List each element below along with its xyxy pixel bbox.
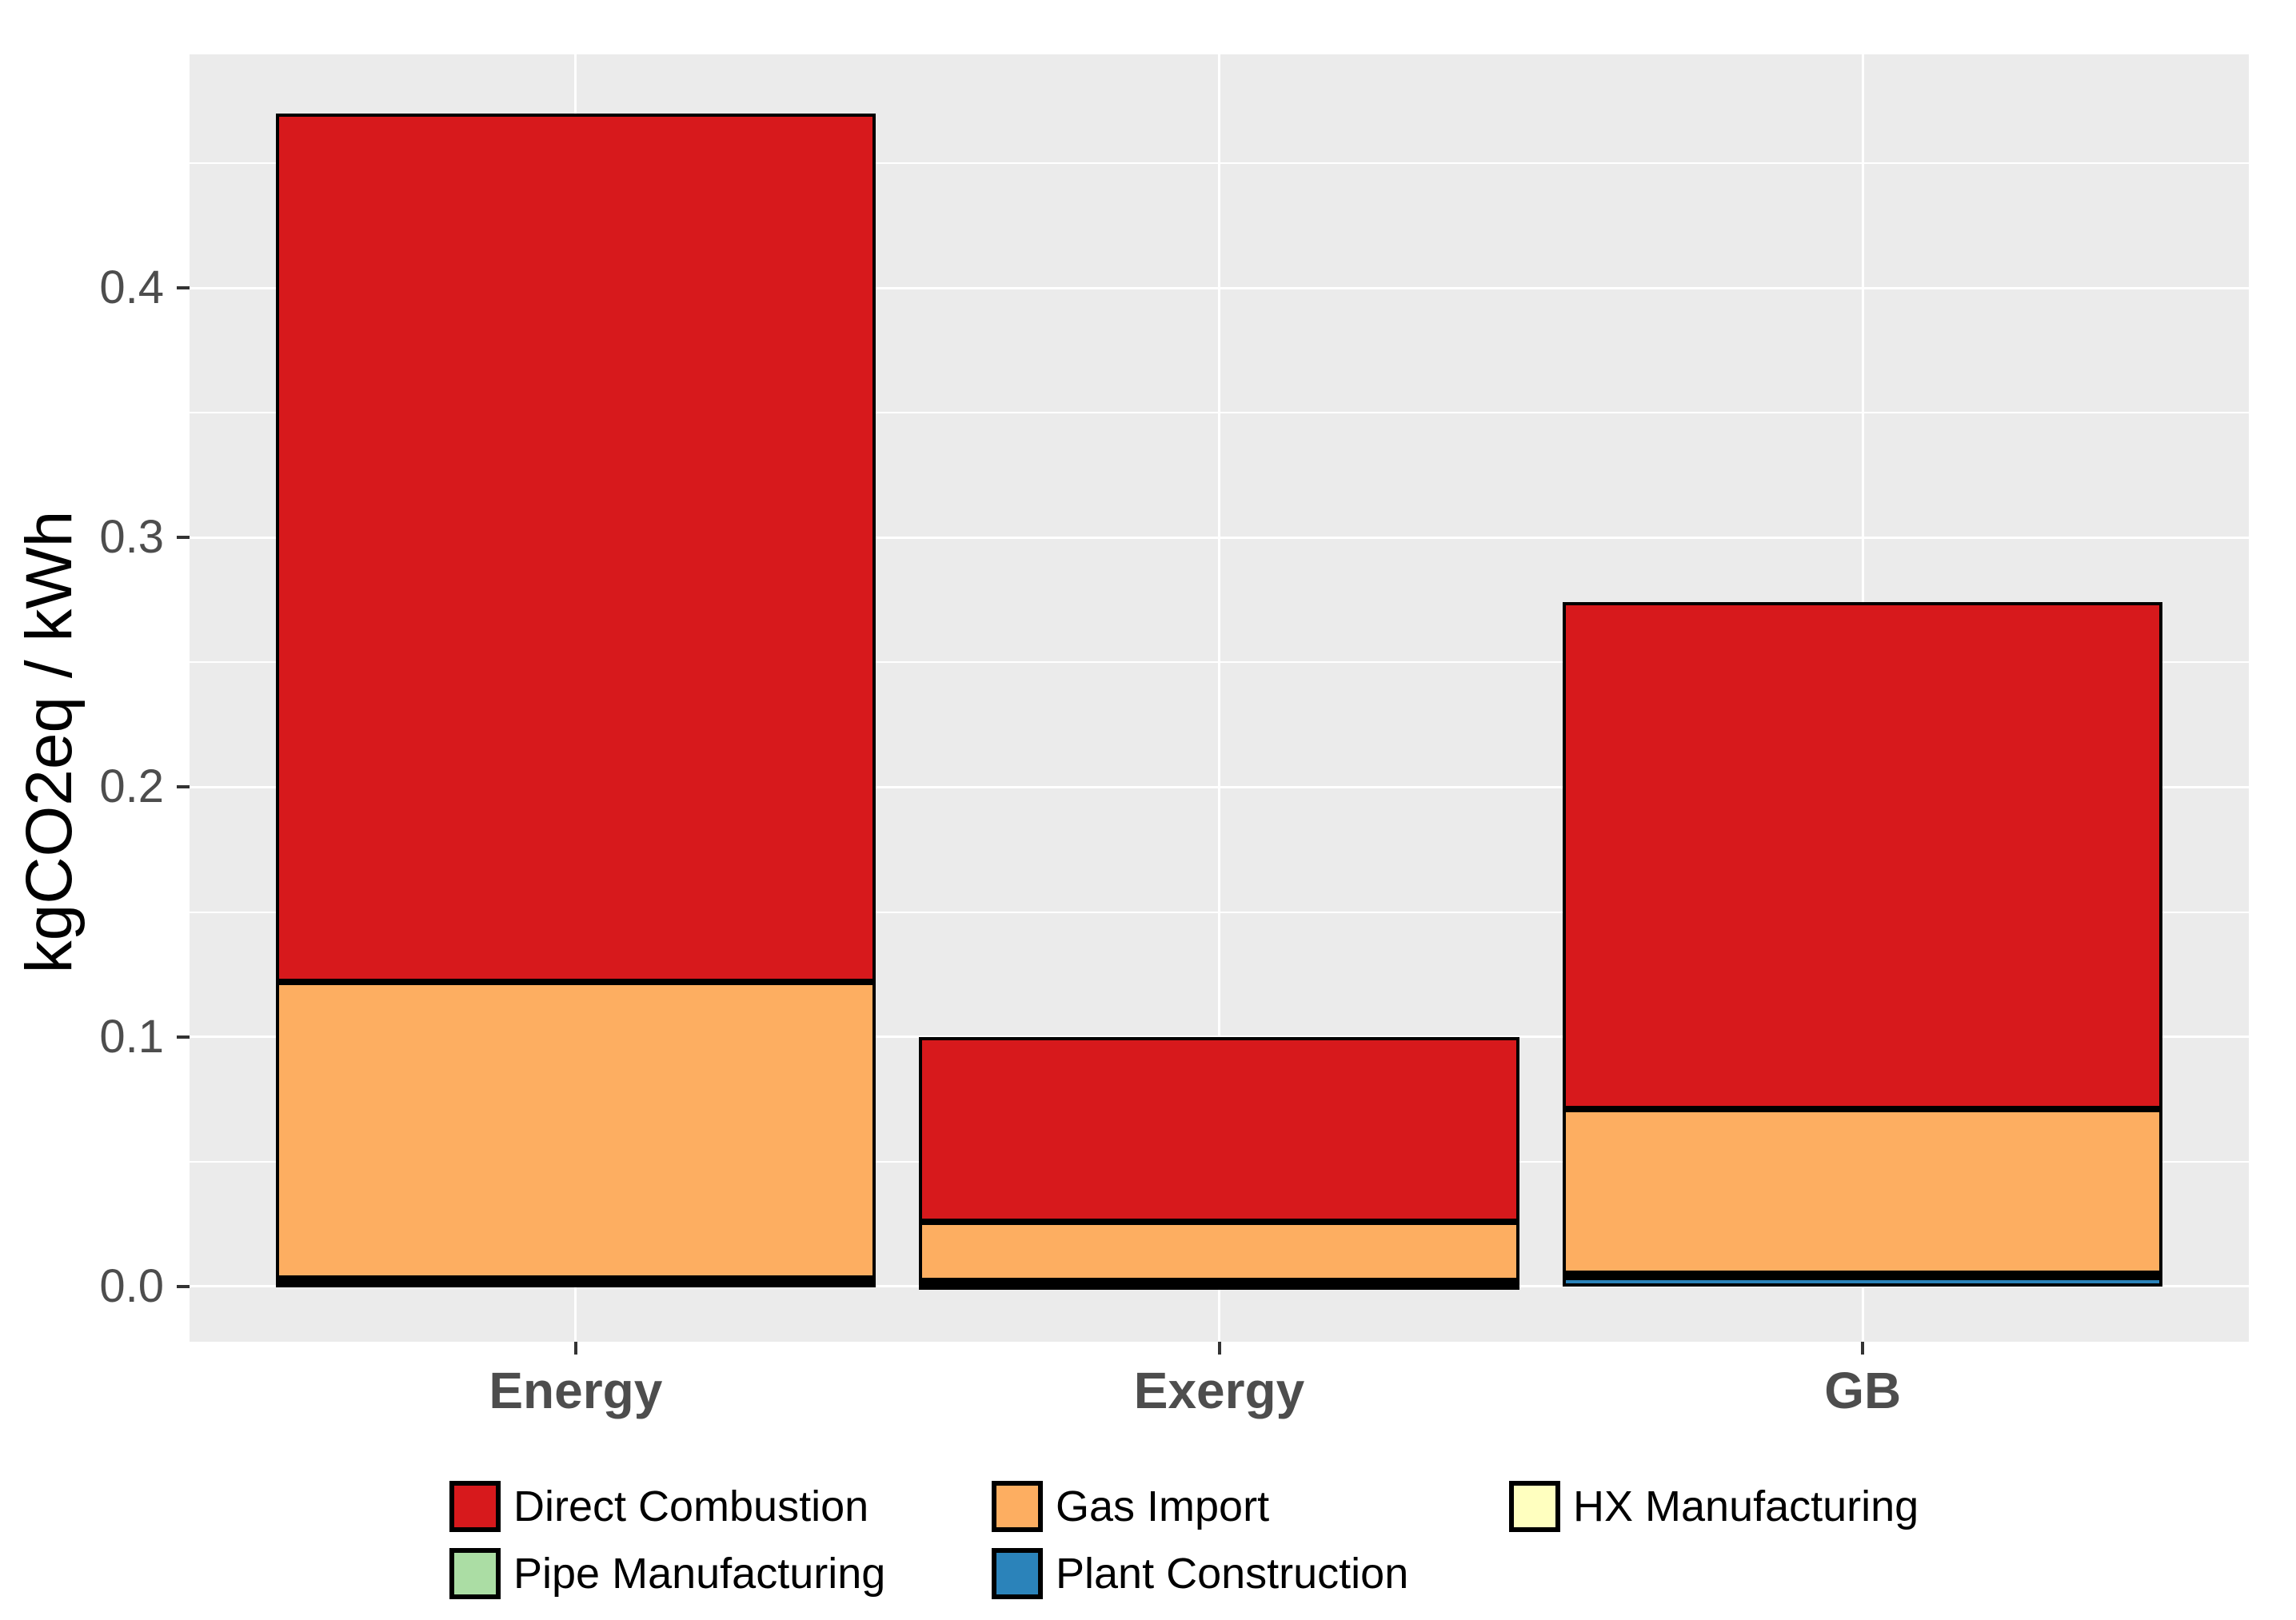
legend-key-swatch: [449, 1481, 501, 1532]
legend-label: Pipe Manufacturing: [513, 1550, 886, 1598]
bar-segment-direct-combustion: [919, 1036, 1519, 1222]
y-tick-label: 0.3: [99, 511, 164, 564]
y-tick-mark: [177, 536, 190, 540]
x-tick-mark: [1217, 1342, 1221, 1355]
legend-key-swatch: [992, 1481, 1043, 1532]
y-tick-mark: [177, 286, 190, 290]
legend-label: Direct Combustion: [513, 1482, 869, 1530]
legend-item-plant-construction: Plant Construction: [992, 1548, 1408, 1599]
y-tick-mark: [177, 785, 190, 789]
legend-key-swatch: [449, 1548, 501, 1599]
y-tick-label: 0.2: [99, 760, 164, 813]
legend-item-direct-combustion: Direct Combustion: [449, 1481, 868, 1532]
gridline-major-v: [1218, 54, 1220, 1342]
x-tick-mark: [1861, 1342, 1865, 1355]
legend-item-gas-import: Gas Import: [992, 1481, 1269, 1532]
x-tick-mark: [573, 1342, 577, 1355]
legend-key-swatch: [1509, 1481, 1560, 1532]
y-axis-title: kgCO2eq / kWh: [13, 510, 86, 974]
legend-item-hx-manufacturing: HX Manufacturing: [1509, 1481, 1919, 1532]
y-tick-mark: [177, 1035, 190, 1039]
legend-item-pipe-manufacturing: Pipe Manufacturing: [449, 1548, 885, 1599]
y-tick-label: 0.0: [99, 1259, 164, 1312]
bar-segment-gas-import: [275, 981, 876, 1279]
bar-segment-gas-import: [919, 1221, 1519, 1282]
y-tick-label: 0.4: [99, 261, 164, 314]
bar-segment-direct-combustion: [275, 113, 876, 982]
plot-panel: [190, 54, 2249, 1342]
x-tick-label-energy: Energy: [489, 1362, 663, 1419]
bar-segment-plant-construction: [1563, 1276, 2163, 1287]
legend-key-swatch: [992, 1548, 1043, 1599]
y-tick-label: 0.1: [99, 1010, 164, 1063]
x-tick-label-gb: GB: [1824, 1362, 1902, 1419]
x-tick-label-exergy: Exergy: [1133, 1362, 1305, 1419]
bar-segment-direct-combustion: [1563, 602, 2163, 1110]
bar-segment-plant-construction: [275, 1281, 876, 1288]
bar-segment-plant-construction: [919, 1283, 1519, 1290]
y-tick-mark: [177, 1284, 190, 1288]
bar-segment-gas-import: [1563, 1109, 2163, 1275]
legend-label: Plant Construction: [1056, 1550, 1409, 1598]
legend-label: HX Manufacturing: [1573, 1482, 1919, 1530]
legend-label: Gas Import: [1056, 1482, 1270, 1530]
